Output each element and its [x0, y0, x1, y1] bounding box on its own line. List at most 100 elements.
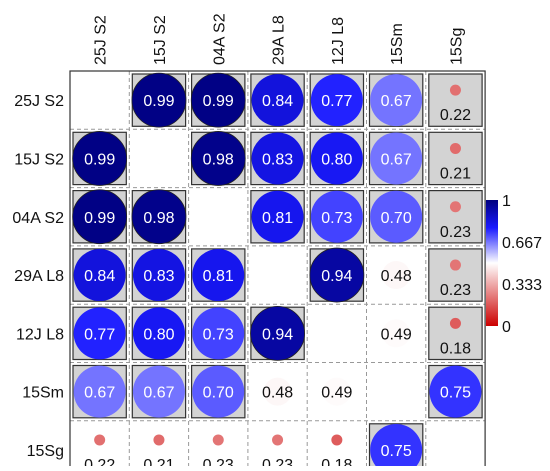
colorbar-tick-label: 0	[502, 319, 511, 336]
correlation-circle	[331, 434, 343, 446]
column-label: 04A S2	[211, 13, 228, 65]
correlation-value: 0.48	[381, 268, 412, 285]
correlation-value: 0.23	[440, 282, 471, 299]
correlation-circle	[310, 74, 363, 127]
correlation-circle	[94, 434, 106, 446]
correlation-circle	[131, 189, 187, 245]
correlation-value: 0.23	[203, 457, 234, 466]
correlation-value: 0.21	[143, 457, 174, 466]
correlation-value: 0.83	[262, 151, 293, 168]
correlation-circle	[132, 307, 185, 360]
correlation-value: 0.73	[203, 326, 234, 343]
correlation-value: 0.84	[84, 268, 115, 285]
correlation-circle	[190, 72, 246, 128]
correlation-value: 0.18	[440, 340, 471, 357]
highlighted-cell	[428, 306, 483, 361]
row-label: 04A S2	[12, 210, 64, 227]
row-label: 15J S2	[14, 151, 64, 168]
correlation-value: 0.80	[321, 151, 352, 168]
column-label: 29A L8	[271, 15, 288, 65]
correlation-value: 0.98	[143, 210, 174, 227]
colorbar	[486, 200, 498, 326]
correlation-circle	[250, 305, 305, 361]
correlation-circle	[263, 377, 292, 406]
correlation-value: 0.84	[262, 93, 293, 110]
correlation-circle	[192, 307, 245, 360]
correlation-value: 0.81	[262, 210, 293, 227]
correlation-value: 0.99	[84, 210, 115, 227]
column-label: 15Sg	[448, 28, 465, 65]
correlation-circle	[370, 423, 423, 471]
correlation-circle	[370, 74, 423, 127]
correlation-value: 0.67	[143, 385, 174, 402]
row-label: 12J L8	[16, 326, 64, 343]
correlation-value: 0.22	[440, 107, 471, 124]
row-label: 15Sm	[22, 385, 64, 402]
correlation-value: 0.22	[84, 457, 115, 466]
row-label: 15Sg	[27, 443, 64, 460]
correlation-circle	[212, 434, 224, 446]
correlation-value: 0.23	[262, 457, 293, 466]
column-label: 15J S2	[152, 15, 169, 65]
correlation-circle	[73, 365, 126, 418]
column-label: 12J L8	[330, 17, 347, 65]
colorbar-tick-label: 0.667	[502, 235, 542, 252]
correlation-value: 0.23	[440, 224, 471, 241]
correlation-circle	[310, 190, 363, 243]
correlation-value: 0.80	[143, 326, 174, 343]
correlation-circle	[449, 84, 461, 96]
correlation-value: 0.99	[84, 151, 115, 168]
correlation-value: 0.94	[321, 268, 352, 285]
correlation-value: 0.81	[203, 268, 234, 285]
correlation-circle	[449, 142, 461, 154]
correlation-circle	[322, 377, 351, 406]
highlighted-cell	[428, 73, 483, 127]
correlation-circle	[73, 307, 126, 360]
colorbar-tick-label: 0.333	[502, 277, 542, 294]
correlation-circle	[251, 132, 304, 185]
correlation-value: 0.48	[262, 385, 293, 402]
correlation-circle	[309, 247, 365, 303]
correlation-circle	[310, 132, 363, 185]
correlation-value: 0.49	[321, 385, 352, 402]
correlation-circle	[370, 132, 423, 185]
correlation-value: 0.77	[84, 326, 115, 343]
correlation-value: 0.75	[440, 385, 471, 402]
correlation-value: 0.98	[203, 151, 234, 168]
correlation-value: 0.99	[203, 93, 234, 110]
highlighted-cell	[428, 248, 483, 302]
correlation-circle	[72, 131, 128, 186]
correlation-circle	[132, 249, 185, 302]
correlation-value: 0.70	[203, 385, 234, 402]
correlation-circle	[131, 72, 187, 128]
correlation-circle	[272, 434, 284, 446]
correlation-value: 0.70	[381, 210, 412, 227]
row-label: 25J S2	[14, 93, 64, 110]
plot-frame	[69, 70, 486, 471]
correlation-value: 0.77	[321, 93, 352, 110]
correlation-circle	[449, 201, 461, 213]
correlation-value: 0.67	[381, 93, 412, 110]
row-label: 29A L8	[14, 268, 64, 285]
correlation-circle	[370, 190, 423, 243]
highlighted-cell	[428, 190, 483, 244]
correlation-circle	[192, 249, 245, 302]
correlation-value: 0.18	[321, 457, 352, 466]
correlation-value: 0.99	[143, 93, 174, 110]
highlighted-cell	[428, 131, 483, 186]
correlation-value: 0.83	[143, 268, 174, 285]
correlation-circle	[382, 319, 411, 348]
correlation-circle	[251, 190, 304, 243]
correlation-circle	[132, 365, 185, 418]
correlation-circle	[251, 74, 304, 127]
correlation-value: 0.73	[321, 210, 352, 227]
correlation-circle	[72, 189, 128, 245]
colorbar-tick-label: 1	[502, 193, 511, 210]
correlation-circle	[382, 261, 411, 290]
correlation-value: 0.75	[381, 443, 412, 460]
correlation-circle	[449, 317, 461, 329]
correlation-circle	[192, 365, 245, 418]
correlation-circle	[153, 434, 165, 446]
